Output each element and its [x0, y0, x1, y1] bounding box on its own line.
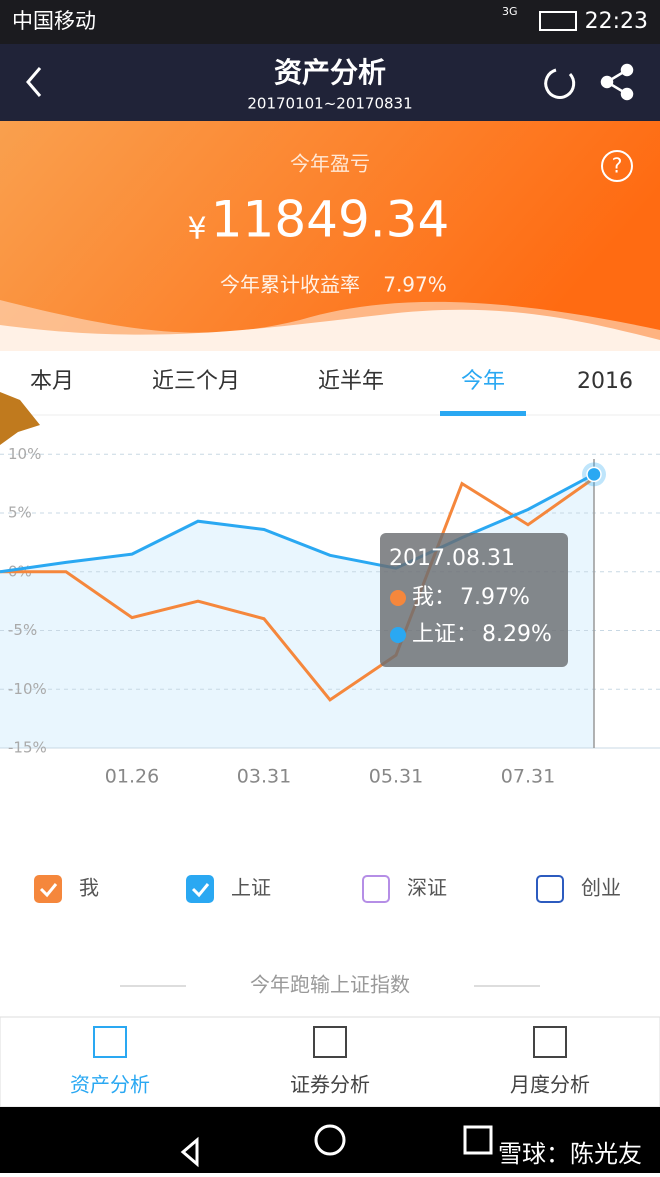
- date-range: 20170101~20170831: [247, 95, 412, 113]
- system-nav: [0, 1107, 660, 1173]
- currency: ¥: [187, 212, 206, 247]
- profit-amount: 11849.34: [211, 191, 450, 249]
- content-bg: [0, 351, 660, 1016]
- network: 3G: [502, 5, 518, 18]
- header-bar: [0, 44, 660, 121]
- nav-label[interactable]: 证券分析: [290, 1073, 370, 1097]
- nav-label[interactable]: 资产分析: [70, 1073, 150, 1097]
- recent-key[interactable]: [463, 1125, 493, 1155]
- time: 22:23: [585, 9, 648, 34]
- y-tick-label: 10%: [8, 445, 41, 463]
- x-tick-label: 05.31: [369, 766, 423, 788]
- battery: [539, 11, 577, 31]
- nav-icon[interactable]: [533, 1026, 567, 1058]
- back-button[interactable]: [26, 67, 42, 97]
- page-title: 资产分析: [274, 56, 386, 89]
- tooltip-dot: [390, 627, 406, 643]
- highlight-point: [586, 466, 602, 483]
- share-button[interactable]: [600, 63, 634, 101]
- x-tick-label: 03.31: [237, 766, 291, 788]
- home-key[interactable]: [314, 1124, 346, 1156]
- tab-indicator: [440, 411, 526, 416]
- series-line: [0, 476, 595, 702]
- x-tick-label: 01.26: [105, 766, 159, 788]
- tab[interactable]: 2016: [577, 369, 633, 394]
- area: [0, 474, 594, 748]
- y-tick-label: 5%: [8, 504, 32, 522]
- tab[interactable]: 今年: [461, 369, 505, 394]
- tooltip-value: 7.97%: [460, 585, 530, 610]
- help-icon[interactable]: [601, 150, 633, 182]
- tooltip-label: 上证：: [412, 622, 478, 647]
- legend-checkbox[interactable]: [536, 875, 564, 903]
- compare-note: 今年跑输上证指数: [250, 973, 410, 997]
- nav-icon[interactable]: [93, 1026, 127, 1058]
- legend-checkbox[interactable]: [362, 875, 390, 903]
- y-tick-label: -5%: [8, 621, 37, 639]
- status-bar: [0, 0, 660, 44]
- legend-checkbox[interactable]: [186, 875, 214, 903]
- tooltip-value: 8.29%: [482, 622, 552, 647]
- legend-label[interactable]: 上证: [231, 876, 271, 900]
- check-mark: [39, 883, 58, 898]
- watermark: 雪球：陈光友: [498, 1140, 642, 1168]
- rate-value: 7.97%: [383, 273, 447, 297]
- leaf-decoration: [0, 392, 40, 445]
- legend-label[interactable]: 创业: [581, 876, 621, 900]
- tooltip-dot: [390, 590, 406, 606]
- legend-label[interactable]: 深证: [407, 876, 447, 900]
- x-tick-label: 07.31: [501, 766, 555, 788]
- tooltip: [380, 533, 568, 667]
- legend-checkbox[interactable]: [34, 875, 62, 903]
- y-tick-label: -10%: [8, 680, 47, 698]
- rate-label: 今年累计收益率: [220, 273, 360, 297]
- check-mark: [191, 883, 210, 898]
- nav-label[interactable]: 月度分析: [510, 1073, 590, 1097]
- refresh-button[interactable]: [544, 68, 576, 99]
- y-tick-label: -15%: [8, 739, 47, 757]
- carrier: 中国移动: [12, 9, 96, 33]
- tooltip-label: 我：: [412, 585, 456, 610]
- wave: [0, 309, 660, 351]
- series-line: [0, 473, 595, 574]
- tab[interactable]: 近三个月: [152, 369, 240, 394]
- legend-label[interactable]: 我: [79, 876, 99, 900]
- bottom-nav: [0, 1016, 660, 1108]
- summary-label: 今年盈亏: [290, 152, 370, 176]
- tab[interactable]: 近半年: [318, 369, 384, 394]
- tooltip-title: 2017.08.31: [389, 546, 515, 571]
- help-text[interactable]: ?: [612, 154, 623, 178]
- tab[interactable]: 本月: [30, 369, 74, 394]
- nav-icon[interactable]: [313, 1026, 347, 1058]
- back-key[interactable]: [180, 1136, 199, 1168]
